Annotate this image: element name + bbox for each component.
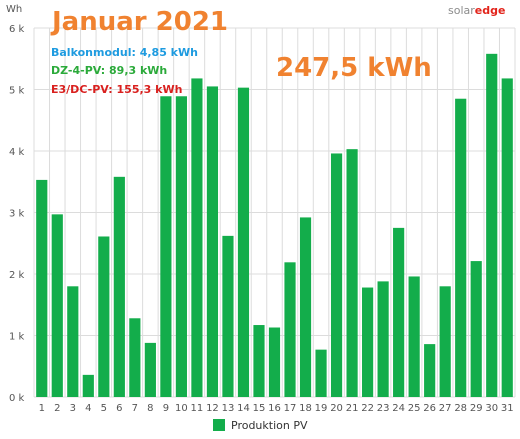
x-tick-label: 2	[54, 403, 60, 414]
logo-part-solar: solar	[448, 4, 475, 17]
svg-text:solaredge: solaredge	[448, 4, 505, 17]
bar-day-30[interactable]	[486, 53, 498, 398]
x-tick-label: 8	[147, 403, 153, 414]
x-tick-label: 14	[237, 403, 250, 414]
x-tick-label: 27	[439, 403, 452, 414]
legend[interactable]: Produktion PV	[213, 419, 308, 432]
legend-label: Produktion PV	[231, 419, 308, 432]
y-tick-label: 0 k	[9, 393, 25, 404]
x-tick-label: 31	[501, 403, 514, 414]
bar-day-9[interactable]	[160, 96, 172, 397]
x-tick-label: 24	[392, 403, 405, 414]
bar-day-4[interactable]	[82, 374, 94, 397]
x-tick-label: 11	[191, 403, 204, 414]
bar-day-6[interactable]	[113, 176, 125, 397]
x-tick-label: 15	[253, 403, 266, 414]
x-tick-label: 9	[163, 403, 169, 414]
bar-day-16[interactable]	[268, 327, 281, 397]
bar-day-20[interactable]	[330, 153, 343, 397]
x-tick-label: 5	[101, 403, 107, 414]
bar-day-7[interactable]	[129, 318, 141, 397]
x-tick-label: 22	[361, 403, 374, 414]
bar-day-25[interactable]	[408, 276, 420, 397]
total-production: 247,5 kWh	[276, 53, 432, 83]
bar-day-10[interactable]	[175, 96, 187, 397]
bar-day-24[interactable]	[393, 227, 405, 397]
bar-day-18[interactable]	[299, 217, 312, 397]
grid-lines	[33, 27, 516, 398]
annotation-dz4pv: DZ-4-PV: 89,3 kWh	[51, 64, 167, 77]
bar-day-31[interactable]	[501, 78, 513, 398]
bar-day-23[interactable]	[377, 281, 389, 397]
bar-day-11[interactable]	[191, 78, 203, 398]
x-tick-label: 21	[346, 403, 359, 414]
x-tick-label: 23	[377, 403, 390, 414]
bar-day-14[interactable]	[237, 87, 250, 397]
y-tick-label: 1 k	[9, 332, 25, 343]
y-axis: 0 k 1 k 2 k 3 k 4 k 5 k 6 k	[9, 24, 25, 404]
bar-series	[36, 53, 513, 398]
x-tick-label: 26	[423, 403, 436, 414]
bar-day-19[interactable]	[315, 349, 327, 397]
x-tick-label: 20	[330, 403, 343, 414]
x-tick-label: 6	[116, 403, 122, 414]
legend-swatch	[213, 419, 225, 431]
bar-day-2[interactable]	[51, 214, 63, 397]
y-tick-label: 5 k	[9, 86, 25, 97]
x-tick-label: 13	[222, 403, 235, 414]
bar-day-5[interactable]	[98, 236, 110, 397]
bar-day-22[interactable]	[362, 287, 374, 397]
y-tick-label: 4 k	[9, 147, 25, 158]
bar-day-28[interactable]	[455, 98, 467, 397]
annotation-e3dcpv: E3/DC-PV: 155,3 kWh	[51, 83, 182, 96]
bar-day-27[interactable]	[439, 286, 451, 397]
logo-part-edge: edge	[475, 4, 506, 17]
x-tick-label: 28	[454, 403, 467, 414]
bar-day-13[interactable]	[222, 235, 234, 397]
x-tick-label: 12	[206, 403, 219, 414]
y-tick-label: 3 k	[9, 209, 25, 220]
x-tick-label: 30	[485, 403, 498, 414]
y-tick-label: 2 k	[9, 270, 25, 281]
bar-day-8[interactable]	[144, 342, 156, 397]
solaredge-logo: solaredge	[448, 4, 505, 17]
bar-day-3[interactable]	[67, 286, 79, 397]
bar-day-15[interactable]	[253, 325, 265, 397]
bar-day-12[interactable]	[206, 86, 219, 398]
x-tick-label: 17	[284, 403, 297, 414]
annotation-balkonmodul: Balkonmodul: 4,85 kWh	[51, 46, 198, 59]
bar-day-29[interactable]	[470, 261, 482, 397]
y-tick-label: 6 k	[9, 24, 25, 35]
bar-day-21[interactable]	[346, 149, 358, 397]
x-tick-label: 1	[39, 403, 45, 414]
x-tick-label: 3	[70, 403, 76, 414]
x-tick-label: 7	[132, 403, 138, 414]
bar-day-26[interactable]	[424, 344, 436, 397]
x-tick-label: 25	[408, 403, 421, 414]
x-tick-label: 19	[315, 403, 328, 414]
x-tick-label: 10	[175, 403, 188, 414]
bar-day-17[interactable]	[284, 262, 296, 397]
x-tick-label: 29	[470, 403, 483, 414]
x-tick-label: 4	[85, 403, 91, 414]
x-tick-label: 16	[268, 403, 281, 414]
y-axis-label: Wh	[6, 4, 22, 15]
x-axis: 1 2 3 4 5 6 7 8 9 10 11 12 13 14 15 16 17 18 19 20 21 22 23 24 2…	[39, 403, 514, 414]
bar-day-1[interactable]	[36, 179, 48, 397]
chart-title: Januar 2021	[50, 7, 228, 37]
x-tick-label: 18	[299, 403, 312, 414]
